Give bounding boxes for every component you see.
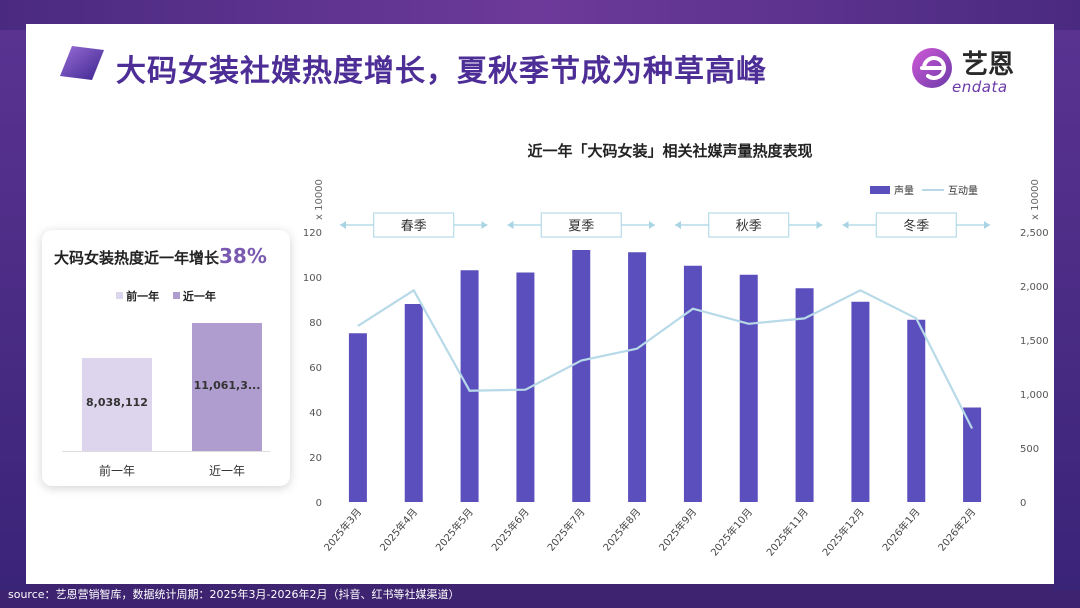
y-tick-label: 120 bbox=[303, 228, 322, 239]
y-tick-label: 80 bbox=[309, 318, 322, 329]
chart-title: 近一年「大码女装」相关社媒声量热度表现 bbox=[527, 142, 813, 160]
legend-label-line: 互动量 bbox=[948, 185, 978, 197]
summary-bar-prev-value: 8,038,112 bbox=[86, 396, 148, 410]
x-tick-label: 2025年11月 bbox=[764, 506, 811, 559]
y2-tick-label: 0 bbox=[1020, 498, 1026, 509]
volume-bar bbox=[851, 301, 870, 502]
summary-legend-recent: 近一年 bbox=[172, 290, 216, 303]
y2-tick-label: 1,000 bbox=[1020, 390, 1049, 401]
x-tick-label: 2025年12月 bbox=[819, 506, 866, 559]
x-tick-label: 2026年1月 bbox=[879, 506, 922, 554]
x-tick-label: 2025年7月 bbox=[544, 506, 587, 554]
growth-percent: 38% bbox=[219, 244, 267, 268]
x-tick-label: 2025年10月 bbox=[708, 506, 755, 559]
x-tick-label: 2025年5月 bbox=[433, 506, 476, 554]
legend-label-bar: 声量 bbox=[894, 184, 914, 197]
y-tick-label: 0 bbox=[316, 498, 322, 509]
volume-bar bbox=[795, 288, 814, 502]
season-label: 冬季 bbox=[903, 218, 929, 234]
source-footnote: source：艺恩营销智库，数据统计周期：2025年3月-2026年2月（抖音、… bbox=[8, 588, 460, 601]
volume-bar bbox=[404, 304, 423, 502]
legend-swatch-bar bbox=[870, 186, 890, 194]
y-axis-unit-label: x 10000 bbox=[314, 179, 325, 220]
season-arrow-left-icon bbox=[675, 221, 681, 229]
season-arrow-right-icon bbox=[984, 221, 990, 229]
background-right-band bbox=[1054, 30, 1080, 590]
page-title: 大码女装社媒热度增长，夏秋季节成为种草高峰 bbox=[116, 54, 767, 89]
summary-bar-recent-year bbox=[192, 323, 262, 451]
y-tick-label: 100 bbox=[303, 273, 322, 284]
y2-tick-label: 2,000 bbox=[1020, 282, 1049, 293]
season-arrow-left-icon bbox=[340, 221, 346, 229]
y2-tick-label: 1,500 bbox=[1020, 336, 1049, 347]
summary-category-prev: 前一年 bbox=[98, 464, 135, 478]
season-arrow-left-icon bbox=[842, 221, 849, 229]
x-tick-label: 2025年8月 bbox=[600, 506, 643, 554]
volume-bar bbox=[907, 319, 926, 502]
growth-summary-title-text: 大码女装热度近一年增长 bbox=[54, 249, 220, 267]
volume-bar bbox=[460, 270, 479, 502]
season-label: 秋季 bbox=[736, 219, 762, 234]
volume-bar bbox=[963, 407, 982, 502]
logo-english-text: endata bbox=[952, 78, 1008, 96]
volume-chart: x 10000 x 10000 0 20 40 60 80 100 120 0 500 1,000 1,… bbox=[303, 179, 1049, 559]
x-tick-label: 2025年9月 bbox=[656, 506, 699, 554]
x-tick-label: 2025年4月 bbox=[377, 506, 420, 554]
season-label: 春季 bbox=[401, 219, 427, 234]
season-label-box bbox=[540, 212, 622, 238]
season-arrow-right-icon bbox=[816, 221, 823, 229]
y-tick-label: 40 bbox=[309, 408, 322, 419]
volume-bar bbox=[628, 252, 647, 502]
background-left-band bbox=[0, 30, 30, 590]
volume-bar bbox=[348, 333, 367, 502]
summary-axis-line bbox=[62, 451, 270, 452]
volume-bar bbox=[683, 265, 702, 502]
season-arrow-right-icon bbox=[481, 221, 488, 229]
y2-tick-label: 2,500 bbox=[1020, 228, 1049, 239]
season-label: 夏季 bbox=[568, 219, 594, 234]
season-label-box bbox=[708, 212, 790, 238]
y-tick-label: 60 bbox=[309, 363, 322, 374]
y2-axis-unit-label: x 10000 bbox=[1030, 179, 1041, 220]
season-arrow-right-icon bbox=[649, 221, 655, 229]
summary-category-recent: 近一年 bbox=[208, 464, 245, 478]
volume-bar bbox=[516, 272, 535, 502]
x-tick-label: 2025年6月 bbox=[488, 506, 531, 554]
growth-summary-title: 大码女装热度近一年增长38% bbox=[54, 244, 284, 268]
x-tick-label: 2025年3月 bbox=[321, 506, 364, 554]
summary-legend-prev: 前一年 bbox=[116, 290, 159, 303]
season-arrow-left-icon bbox=[507, 221, 514, 229]
interaction-line bbox=[357, 288, 974, 430]
endata-logo-icon bbox=[912, 48, 952, 88]
summary-legend: 前一年 近一年 bbox=[42, 288, 290, 304]
volume-bar bbox=[572, 250, 591, 502]
y-tick-label: 20 bbox=[309, 453, 322, 464]
logo-chinese-text: 艺恩 bbox=[962, 50, 1015, 80]
x-tick-label: 2026年2月 bbox=[935, 506, 978, 554]
summary-bar-prev-year bbox=[82, 357, 152, 451]
season-label-box bbox=[875, 212, 957, 238]
summary-bar-recent-value: 11,061,3... bbox=[193, 379, 261, 392]
volume-bar bbox=[739, 274, 758, 502]
title-parallelogram-icon bbox=[60, 46, 104, 80]
growth-summary-card: 大码女装热度近一年增长38% 前一年 近一年 8,038,112 11,061,… bbox=[42, 230, 290, 486]
season-label-box bbox=[373, 212, 455, 238]
y2-tick-label: 500 bbox=[1020, 444, 1039, 455]
